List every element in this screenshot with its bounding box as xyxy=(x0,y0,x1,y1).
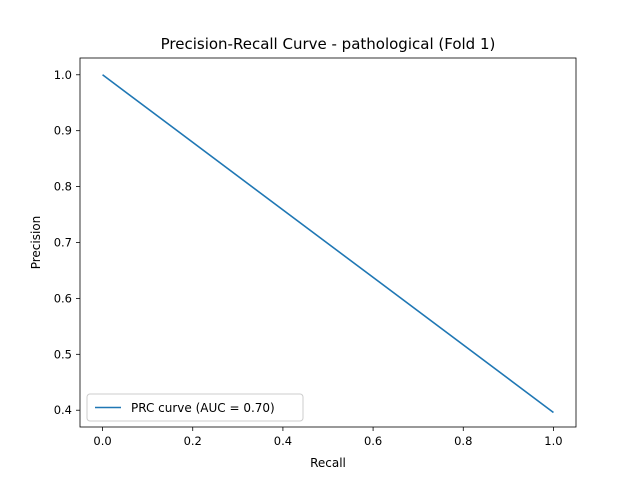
series-layer xyxy=(102,74,554,414)
y-axis-label: Precision xyxy=(29,216,43,270)
x-tick-label: 1.0 xyxy=(544,434,562,448)
legend: PRC curve (AUC = 0.70) xyxy=(86,393,304,422)
plot-area xyxy=(79,57,577,428)
x-axis-label: Recall xyxy=(310,456,346,470)
x-tick-label: 0.6 xyxy=(364,434,382,448)
chart-title: Precision-Recall Curve - pathological (F… xyxy=(161,35,496,53)
x-tick-label: 0.4 xyxy=(274,434,292,448)
x-tick-label: 0.8 xyxy=(454,434,472,448)
y-tick-label: 0.7 xyxy=(54,236,72,250)
legend-label: PRC curve (AUC = 0.70) xyxy=(131,401,275,415)
y-tick-label: 0.5 xyxy=(54,347,72,361)
x-tick-label: 0.0 xyxy=(93,434,111,448)
y-tick-label: 0.6 xyxy=(54,291,72,305)
y-tick-label: 0.9 xyxy=(54,124,72,138)
x-axis-ticks: 0.0 0.2 0.4 0.6 0.8 1.0 xyxy=(93,427,563,448)
legend-box xyxy=(86,393,304,422)
y-tick-label: 1.0 xyxy=(54,68,72,82)
series-line-0 xyxy=(102,74,554,414)
x-tick-label: 0.2 xyxy=(184,434,202,448)
y-tick-label: 0.4 xyxy=(54,403,72,417)
y-axis-ticks: 0.4 0.5 0.6 0.7 0.8 0.9 1.0 xyxy=(54,68,80,417)
y-tick-label: 0.8 xyxy=(54,180,72,194)
